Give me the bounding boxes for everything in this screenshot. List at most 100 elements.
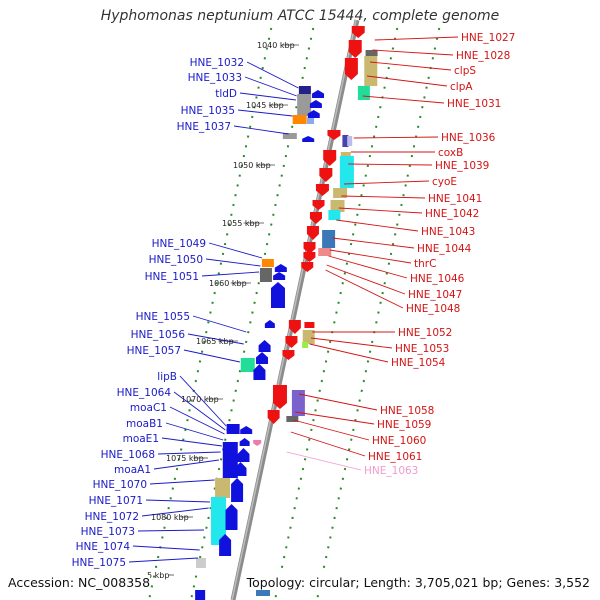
gene-label-right[interactable]: HNE_1052 (398, 327, 452, 339)
gene-label-left[interactable]: moaA1 (114, 464, 151, 476)
gene-label-left[interactable]: HNE_1070 (93, 479, 147, 491)
gene-label-left[interactable]: moaC1 (130, 402, 167, 414)
gene-label-right[interactable]: HNE_1042 (425, 208, 479, 220)
leader-line-left (187, 333, 244, 345)
gene-label-right[interactable]: HNE_1028 (456, 50, 510, 62)
gene-label-right[interactable]: HNE_1063 (364, 465, 418, 477)
leader-line-left (246, 61, 299, 89)
leader-line-right (374, 36, 459, 41)
gene-label-left[interactable]: HNE_1074 (76, 541, 131, 553)
gene-label-left[interactable]: HNE_1037 (177, 121, 231, 133)
gene-label-right[interactable]: clpS (454, 65, 476, 77)
leader-line-left (173, 391, 226, 431)
gene-label-left[interactable]: HNE_1073 (81, 526, 135, 538)
gene-label-right[interactable]: HNE_1046 (410, 273, 465, 285)
gene-label-left[interactable]: HNE_1072 (85, 511, 139, 523)
gene-arrow (307, 110, 320, 118)
gene-arrow (231, 478, 244, 502)
leader-line-right (336, 219, 419, 232)
gene-label-left[interactable]: HNE_1068 (101, 449, 155, 461)
leader-line-left (244, 76, 297, 97)
gene-arrow (264, 320, 275, 328)
gene-label-right[interactable]: HNE_1060 (372, 435, 426, 447)
gene-arrow (256, 352, 269, 364)
genome-summary-text: Topology: circular; Length: 3,705,021 bp… (246, 575, 590, 590)
leader-line-left (239, 92, 296, 101)
leader-line-right (298, 393, 378, 411)
leader-line-left (179, 375, 227, 427)
leader-line-right (362, 95, 445, 104)
gene-label-right[interactable]: clpA (450, 81, 473, 93)
gene-block-purple (291, 390, 305, 416)
gene-block-cyan (211, 497, 227, 545)
gene-arrow (225, 504, 238, 530)
gene-block-orange (292, 115, 307, 124)
gene-arrow (239, 438, 250, 446)
backbone-highlight (231, 19, 357, 600)
gene-label-left[interactable]: HNE_1035 (181, 105, 235, 117)
gene-label-right[interactable]: cyoE (432, 176, 457, 188)
leader-line-right (290, 431, 366, 457)
gene-label-right[interactable]: HNE_1036 (441, 132, 496, 144)
gene-arrow (240, 426, 253, 434)
gene-label-right[interactable]: HNE_1027 (461, 32, 515, 44)
leader-line-right (343, 180, 430, 185)
leader-line-left (192, 315, 247, 333)
gene-block-tan (215, 478, 231, 498)
gene-label-right[interactable]: HNE_1047 (408, 289, 462, 301)
gene-label-right[interactable]: coxB (438, 147, 463, 159)
gene-label-left[interactable]: HNE_1032 (190, 57, 244, 69)
gene-label-left[interactable]: HNE_1075 (72, 557, 126, 569)
kbp-label: 1060 kbp (209, 279, 247, 288)
gene-label-right[interactable]: HNE_1041 (428, 193, 482, 205)
gene-block-green (357, 86, 370, 100)
gene-arrow (301, 262, 314, 272)
gene-label-right[interactable]: HNE_1031 (447, 98, 501, 110)
gene-arrow (319, 168, 333, 182)
leader-line-right (369, 61, 452, 71)
leader-line-left (208, 242, 263, 259)
gene-label-left[interactable]: HNE_1049 (152, 238, 206, 250)
leader-line-right (338, 207, 423, 214)
gene-label-left[interactable]: HNE_1064 (117, 387, 172, 399)
kbp-label: 1055 kbp (222, 219, 260, 228)
gene-label-right[interactable]: HNE_1053 (395, 343, 449, 355)
gene-label-left[interactable]: tldD (215, 88, 237, 100)
gene-label-right[interactable]: HNE_1059 (377, 419, 431, 431)
gene-arrow (273, 272, 286, 280)
gene-label-left[interactable]: lipB (157, 371, 177, 383)
gene-label-right[interactable]: HNE_1054 (391, 357, 446, 369)
leader-line-right (295, 411, 375, 425)
gene-label-right[interactable]: HNE_1044 (417, 243, 472, 255)
gene-label-right[interactable]: HNE_1048 (406, 303, 460, 315)
leader-line-left (153, 459, 219, 470)
gene-label-right[interactable]: HNE_1061 (368, 451, 422, 463)
gene-label-right[interactable]: HNE_1039 (435, 160, 489, 172)
gene-label-left[interactable]: moaE1 (123, 433, 159, 445)
gene-arrow (348, 40, 362, 58)
gene-label-right[interactable]: thrC (414, 258, 436, 270)
gene-arrow (253, 364, 266, 380)
gene-label-right[interactable]: HNE_1058 (380, 405, 434, 417)
gene-label-left[interactable]: HNE_1056 (131, 329, 186, 341)
gene-block (286, 416, 299, 422)
leader-line-left (169, 406, 225, 435)
gene-label-right[interactable]: HNE_1043 (421, 226, 475, 238)
leader-line-right (372, 49, 454, 56)
gene-arrow (234, 462, 247, 476)
gene-block-orange (261, 259, 274, 267)
gene-label-left[interactable]: HNE_1057 (127, 345, 181, 357)
gene-arrow (285, 336, 298, 348)
gene-arrow (282, 350, 295, 360)
gene-label-left[interactable]: HNE_1055 (136, 311, 190, 323)
gene-label-left[interactable]: HNE_1033 (188, 72, 242, 84)
gene-label-left[interactable]: HNE_1051 (145, 271, 199, 283)
gene-label-left[interactable]: HNE_1071 (89, 495, 143, 507)
gene-label-left[interactable]: moaB1 (126, 418, 163, 430)
gene-arrow (344, 58, 358, 80)
gene-label-left[interactable]: HNE_1050 (149, 254, 203, 266)
gene-arrow (327, 130, 341, 140)
gene-arrow (274, 264, 287, 272)
gene-block-steel (322, 230, 336, 248)
